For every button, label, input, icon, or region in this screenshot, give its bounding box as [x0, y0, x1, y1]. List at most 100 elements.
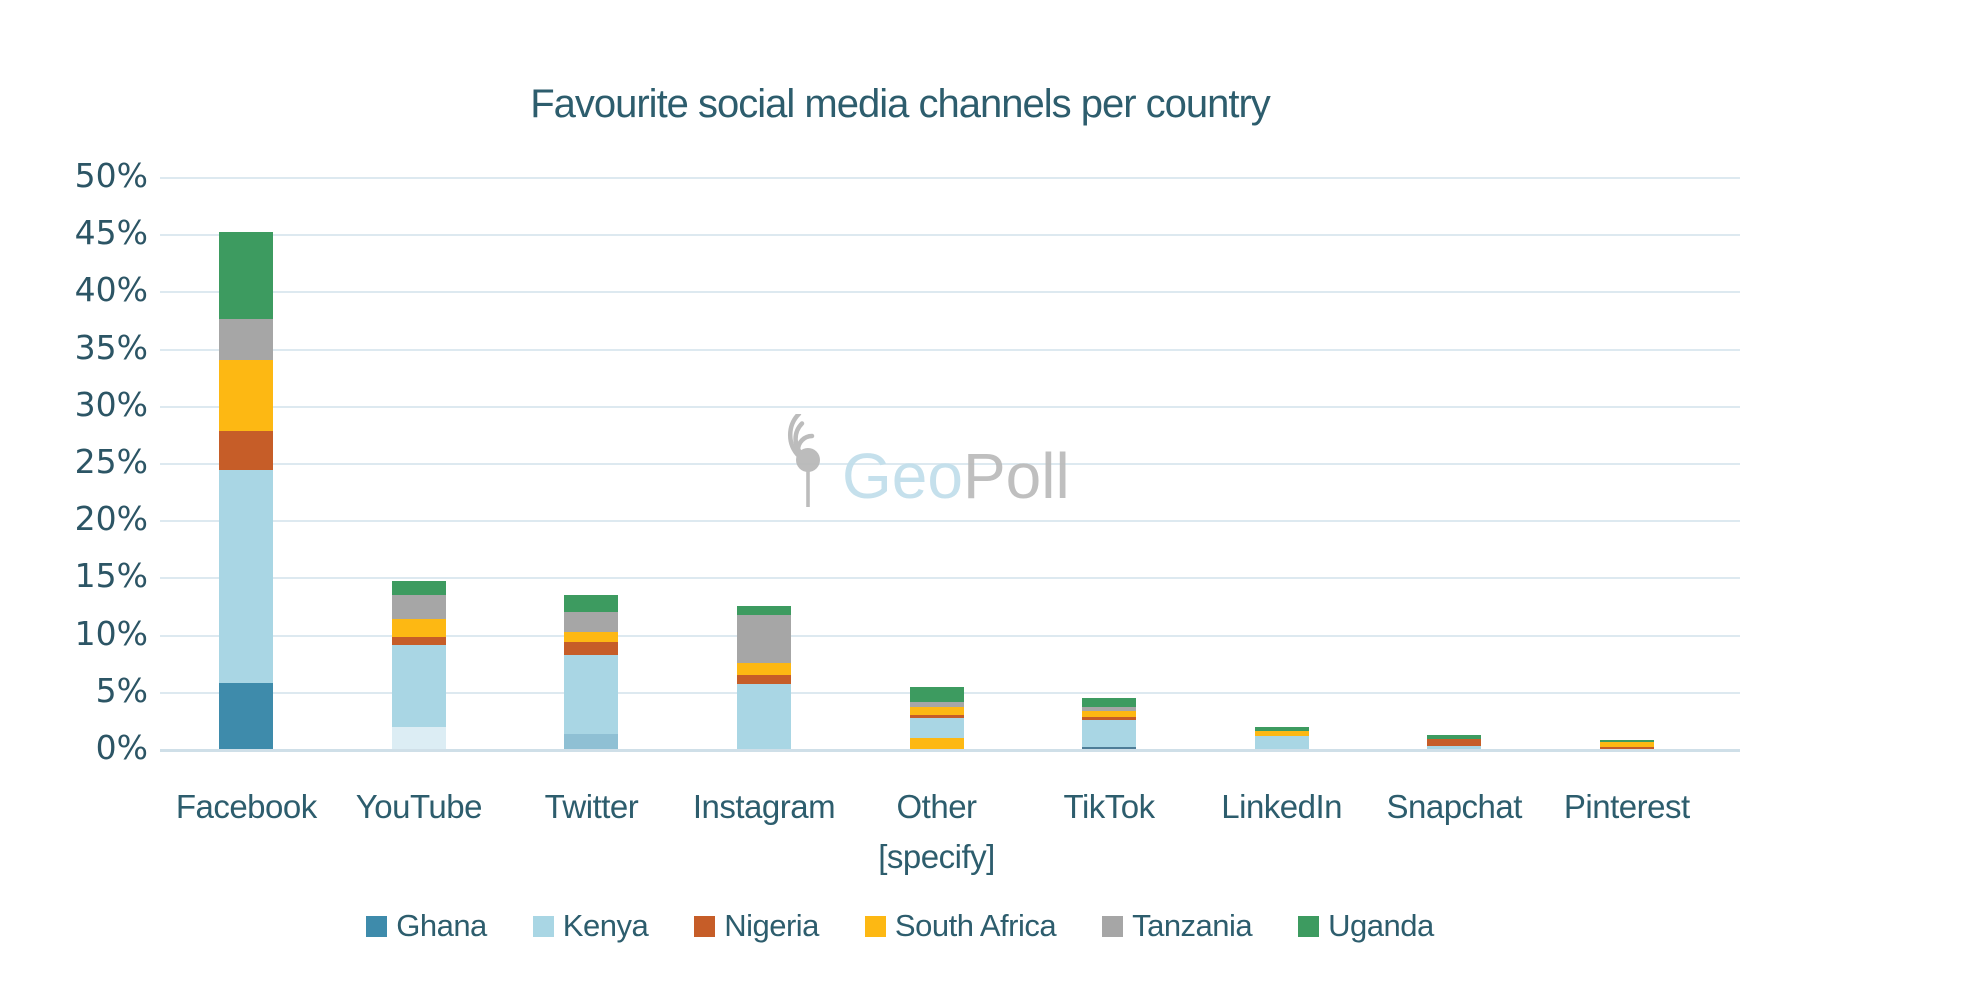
x-label-line: LinkedIn: [1221, 788, 1343, 825]
legend-label-ghana: Ghana: [396, 908, 487, 943]
gridline-50: [160, 177, 1740, 179]
bar-pinterest: [1599, 739, 1654, 749]
bar-column-pinterest: [1541, 177, 1714, 749]
y-tick-25: 25%: [74, 442, 148, 481]
segment-twitter-south-africa: [564, 632, 619, 642]
segment-youtube-uganda: [391, 580, 446, 595]
x-label-twitter: Twitter: [505, 782, 678, 882]
segment-tiktok-nigeria: [1082, 717, 1137, 721]
segment-youtube-tanzania: [391, 594, 446, 620]
segment-tiktok-kenya: [1082, 720, 1137, 748]
x-label-linkedin: LinkedIn: [1195, 782, 1368, 882]
segment-snapchat-nigeria: [1427, 738, 1482, 746]
legend-item-ghana: Ghana: [366, 908, 487, 944]
segment-other-specify-south-africa: [909, 737, 964, 749]
segment-other-specify-kenya: [909, 718, 964, 738]
segment-twitter-uganda: [564, 594, 619, 612]
legend-item-nigeria: Nigeria: [694, 908, 819, 944]
bar-column-facebook: [160, 177, 333, 749]
segment-instagram-south-africa: [736, 663, 791, 675]
y-tick-0: 0%: [95, 728, 148, 767]
bar-column-instagram: [678, 177, 851, 749]
x-label-line: Instagram: [692, 788, 836, 825]
geopoll-wordmark: GeoPoll: [842, 444, 1070, 514]
segment-tiktok-uganda: [1082, 697, 1137, 707]
wordmark-geo: Geo: [842, 440, 963, 512]
geopoll-pin-signal-icon: [788, 414, 820, 507]
y-tick-50: 50%: [74, 156, 148, 195]
gridline-25: [160, 463, 1740, 465]
chart-title: Favourite social media channels per coun…: [530, 82, 1271, 126]
segment-pinterest-south-africa: [1599, 741, 1654, 747]
x-label-pinterest: Pinterest: [1541, 782, 1714, 882]
geopoll-watermark: GeoPoll: [768, 414, 1070, 514]
segment-instagram-kenya: [736, 683, 791, 749]
y-axis-labels: 50% 45% 40% 35% 30% 25% 20% 15% 10% 5% 0%: [0, 156, 148, 767]
segment-facebook-kenya: [219, 469, 274, 683]
gridline-10: [160, 634, 1740, 637]
x-label-youtube: YouTube: [333, 782, 506, 882]
segment-other-specify-nigeria: [909, 714, 964, 719]
segment-youtube-kenya: [391, 644, 446, 728]
segment-youtube-south-africa: [391, 619, 446, 637]
x-label-line: [specify]: [878, 838, 995, 875]
segment-facebook-ghana: [219, 682, 274, 749]
segment-instagram-nigeria: [736, 674, 791, 684]
legend-label-uganda: Uganda: [1328, 908, 1434, 943]
gridline-30: [160, 405, 1740, 408]
legend-item-kenya: Kenya: [532, 908, 649, 944]
segment-linkedin-kenya: [1254, 736, 1309, 749]
legend-label-south-africa: South Africa: [894, 908, 1057, 943]
x-label-instagram: Instagram: [678, 782, 851, 882]
y-tick-35: 35%: [74, 327, 148, 367]
x-label-facebook: Facebook: [160, 782, 333, 882]
legend-swatch-kenya: [532, 915, 554, 937]
x-label-line: Snapchat: [1386, 788, 1522, 825]
legend-item-uganda: Uganda: [1298, 908, 1434, 944]
wordmark-poll: Poll: [962, 440, 1070, 512]
legend-item-tanzania: Tanzania: [1102, 908, 1253, 944]
x-label-line: YouTube: [355, 788, 483, 825]
bars-container: [160, 177, 1713, 749]
segment-other-specify-tanzania: [909, 701, 964, 707]
segment-twitter-kenya: [564, 655, 619, 735]
segment-youtube-ghana: [391, 727, 446, 749]
legend-swatch-south-africa: [864, 915, 886, 937]
legend-swatch-uganda: [1298, 915, 1320, 937]
x-axis-labels: Facebook YouTube Twitter Instagram Other [spe…: [160, 782, 1713, 882]
y-tick-10: 10%: [74, 613, 148, 653]
gridline-20: [160, 520, 1740, 523]
gridline-15: [160, 577, 1740, 580]
y-tick-30: 30%: [74, 384, 148, 424]
segment-facebook-south-africa: [219, 360, 274, 431]
legend-swatch-ghana: [366, 915, 388, 937]
segment-facebook-nigeria: [219, 430, 274, 470]
bar-column-snapchat: [1368, 177, 1541, 749]
gridline-45: [160, 234, 1740, 237]
segment-other-specify-uganda: [909, 686, 964, 702]
segment-snapchat-kenya: [1427, 745, 1482, 749]
bar-youtube: [391, 580, 446, 749]
legend-swatch-nigeria: [694, 915, 716, 937]
segment-pinterest-nigeria: [1599, 746, 1654, 749]
legend-item-south-africa: South Africa: [864, 908, 1057, 944]
segment-linkedin-uganda: [1254, 726, 1309, 731]
y-tick-20: 20%: [74, 499, 148, 539]
segment-linkedin-south-africa: [1254, 730, 1309, 737]
segment-facebook-uganda: [219, 231, 274, 319]
segment-tiktok-tanzania: [1082, 706, 1137, 712]
x-label-line: TikTok: [1063, 788, 1156, 825]
bar-instagram: [736, 606, 791, 749]
x-label-tiktok: TikTok: [1023, 782, 1196, 882]
bar-column-tiktok: [1023, 177, 1196, 749]
x-label-snapchat: Snapchat: [1368, 782, 1541, 882]
bar-snapchat: [1427, 734, 1482, 749]
legend-label-kenya: Kenya: [562, 908, 649, 943]
gridline-35: [160, 348, 1740, 351]
segment-tiktok-ghana: [1082, 747, 1137, 749]
bar-other-specify: [909, 686, 964, 749]
segment-facebook-tanzania: [219, 318, 274, 361]
bar-facebook: [219, 231, 274, 749]
bar-twitter: [564, 594, 619, 749]
